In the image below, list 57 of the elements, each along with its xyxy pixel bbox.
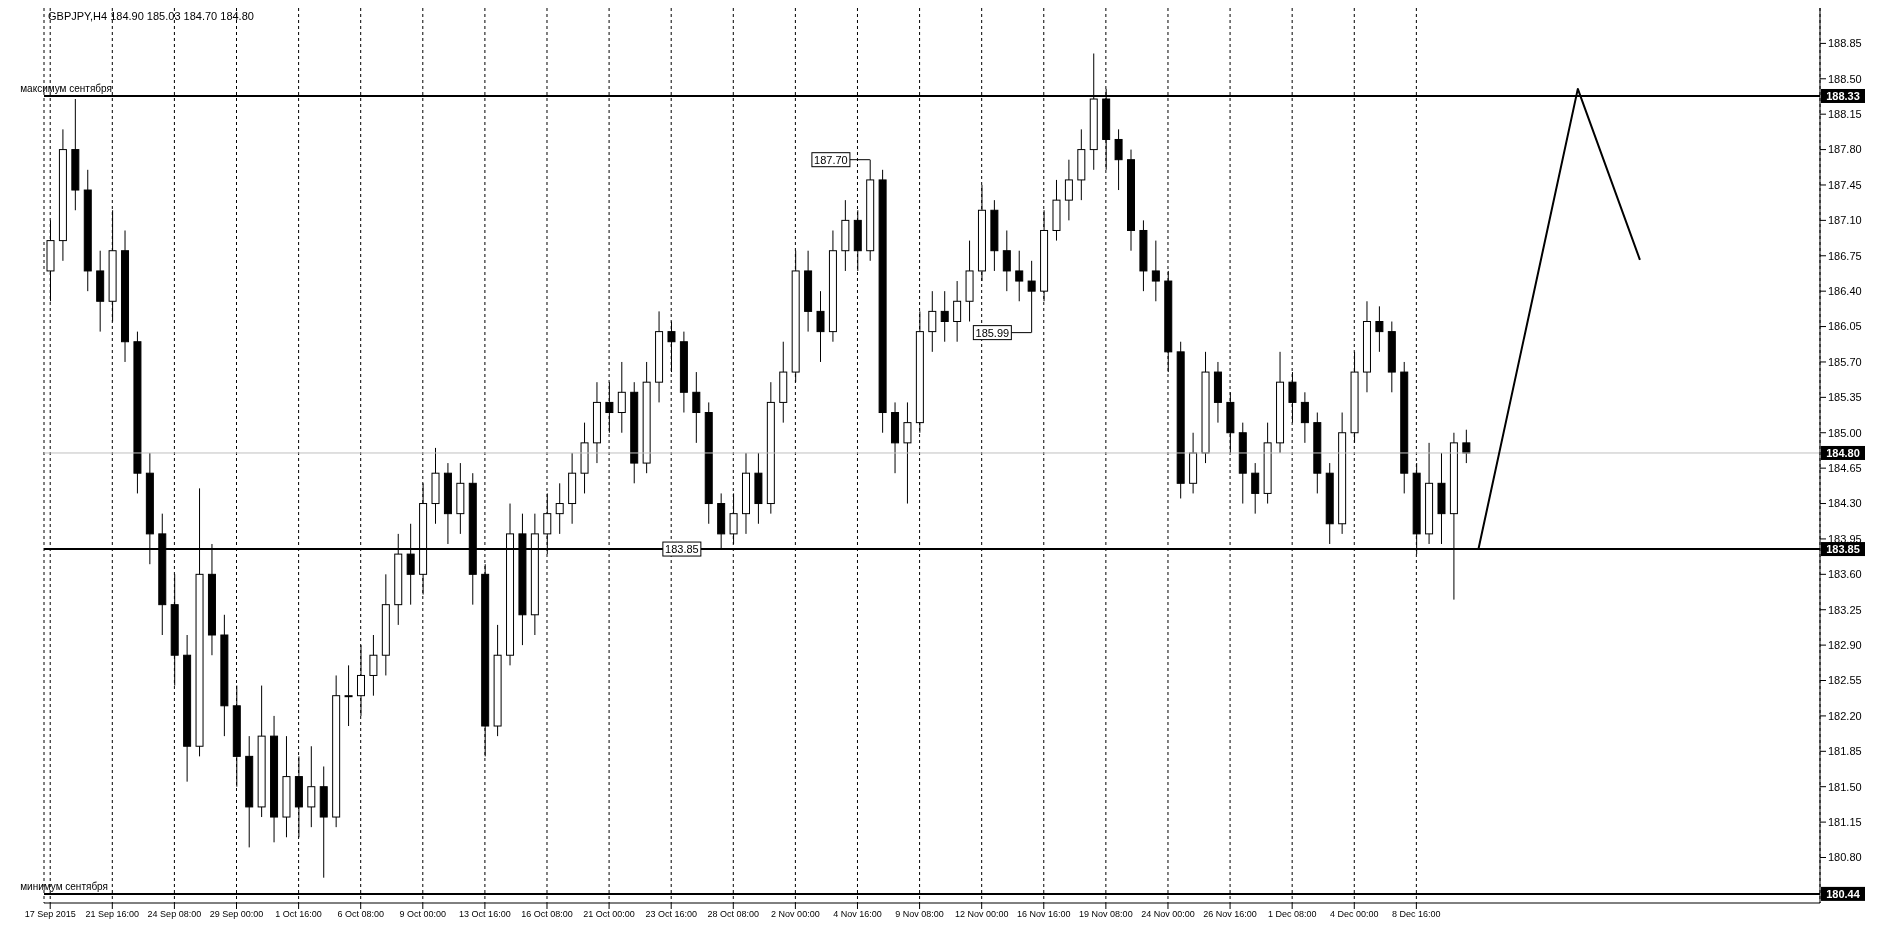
x-tick-label: 29 Sep 00:00 (209, 909, 264, 920)
y-tick-label: 186.75 (1828, 249, 1862, 262)
annotation: максимум сентября (20, 82, 112, 94)
y-tick-label: 186.40 (1828, 285, 1862, 298)
x-tick-label: 26 Nov 16:00 (1203, 909, 1257, 920)
y-tick-label: 181.15 (1828, 816, 1862, 828)
x-tick-label: 21 Oct 00:00 (583, 909, 635, 920)
y-tick-label: 188.50 (1828, 72, 1862, 85)
x-tick-label: 24 Nov 00:00 (1141, 909, 1195, 920)
annotation: 185.99 (975, 326, 1010, 339)
x-tick-label: 2 Nov 00:00 (771, 909, 820, 920)
x-tick-label: 1 Dec 08:00 (1267, 909, 1317, 920)
x-tick-label: 16 Nov 16:00 (1017, 909, 1071, 920)
y-tick-label: 186.05 (1828, 320, 1862, 333)
x-tick-label: 24 Sep 08:00 (147, 909, 202, 920)
y-tick-label: 183.95 (1828, 532, 1862, 545)
x-tick-label: 8 Dec 16:00 (1392, 909, 1441, 920)
x-tick-label: 9 Oct 00:00 (399, 909, 447, 920)
y-tick-label: 185.70 (1828, 355, 1862, 368)
ref-line-label: 184.80 (1826, 446, 1860, 459)
x-tick-label: 19 Nov 08:00 (1079, 909, 1133, 920)
x-tick-label: 12 Nov 00:00 (954, 909, 1009, 920)
x-tick-label: 6 Oct 08:00 (337, 909, 384, 920)
annotation: 183.85 (665, 543, 699, 556)
y-tick-label: 184.65 (1828, 462, 1862, 475)
x-tick-label: 28 Oct 08:00 (707, 909, 760, 920)
y-tick-label: 188.85 (1828, 37, 1862, 50)
y-tick-label: 187.45 (1828, 178, 1862, 191)
y-tick-label: 181.50 (1828, 780, 1862, 793)
x-tick-label: 13 Oct 16:00 (459, 909, 511, 920)
x-tick-label: 9 Nov 08:00 (895, 909, 944, 920)
y-tick-label: 182.90 (1828, 639, 1862, 652)
annotation: 187.70 (814, 153, 848, 166)
y-tick-label: 188.15 (1828, 108, 1862, 121)
annotation: минимум сентября (20, 880, 108, 892)
x-tick-label: 21 Sep 16:00 (85, 909, 140, 920)
x-tick-label: 1 Oct 16:00 (275, 909, 322, 920)
y-tick-label: 181.85 (1828, 745, 1862, 758)
x-tick-label: 16 Oct 08:00 (521, 909, 573, 920)
ref-line-label: 180.44 (1826, 887, 1861, 900)
x-tick-label: 4 Nov 16:00 (833, 909, 882, 920)
ref-line-label: 188.33 (1826, 89, 1860, 102)
x-tick-label: 17 Sep 2015 (24, 909, 76, 920)
y-tick-label: 182.55 (1828, 674, 1862, 687)
x-tick-label: 23 Oct 16:00 (645, 909, 697, 920)
y-tick-label: 180.80 (1828, 851, 1862, 864)
y-tick-label: 187.80 (1828, 143, 1862, 156)
y-tick-label: 185.35 (1828, 391, 1862, 404)
y-tick-label: 183.60 (1828, 568, 1862, 581)
y-tick-label: 182.20 (1828, 709, 1862, 722)
y-tick-label: 184.30 (1828, 497, 1862, 510)
y-tick-label: 187.10 (1828, 214, 1862, 227)
x-tick-label: 4 Dec 00:00 (1329, 909, 1379, 920)
y-tick-label: 185.00 (1828, 426, 1862, 439)
y-tick-label: 183.25 (1828, 603, 1862, 616)
chart-title: GBPJPY,H4 184.90 185.03 184.70 184.80 (48, 10, 254, 22)
ref-line-label: 183.85 (1826, 543, 1860, 556)
